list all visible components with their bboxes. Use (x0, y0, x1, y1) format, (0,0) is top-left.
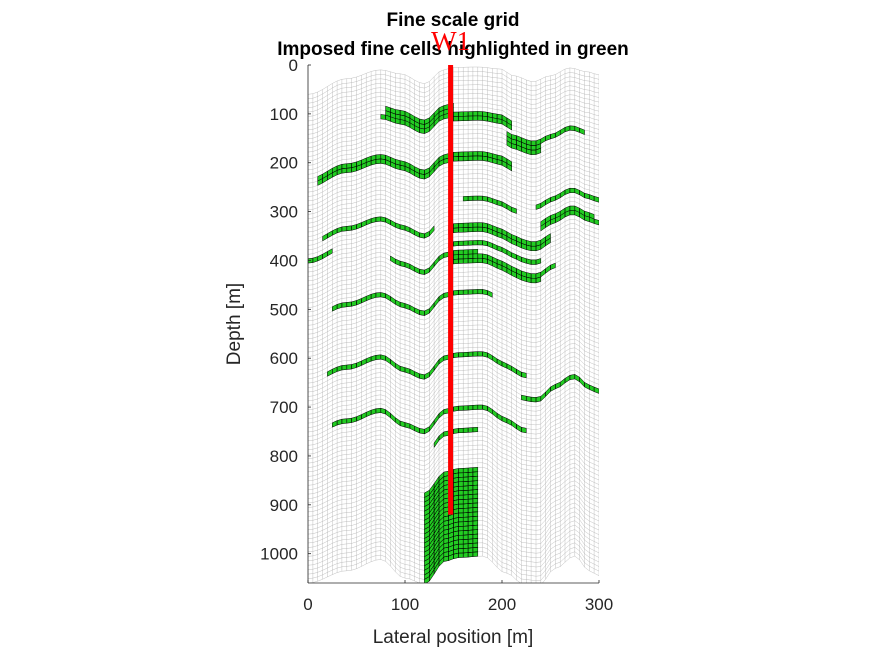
highlight-band (332, 289, 493, 317)
highlight-band (327, 351, 527, 380)
grid-column-lines (308, 67, 599, 583)
y-tick-label: 900 (270, 496, 298, 515)
y-tick-label: 500 (270, 300, 298, 319)
highlight-band (506, 131, 542, 156)
highlight-block (424, 467, 479, 583)
y-tick-label: 700 (270, 398, 298, 417)
y-tick-label: 300 (270, 203, 298, 222)
highlight-band (448, 222, 551, 252)
highlight-band (462, 195, 517, 214)
highlight-band (448, 253, 542, 284)
highlight-band (540, 125, 585, 145)
x-axis-label: Lateral position [m] (373, 627, 534, 648)
y-axis-label: Depth [m] (224, 283, 245, 365)
y-tick-label: 100 (270, 105, 298, 124)
highlight-band (322, 216, 435, 242)
highlight-band (448, 240, 542, 265)
highlight-band (521, 373, 599, 403)
highlight-band (308, 248, 333, 264)
axes: 0 100 200 300 0 100 200 300 400 500 600 700 800 900 10… (260, 56, 613, 614)
highlight-band (535, 187, 599, 210)
y-tick-label: 200 (270, 154, 298, 173)
chart-title: Fine scale grid (386, 10, 519, 31)
y-tick-label: 400 (270, 251, 298, 270)
highlight-band (448, 115, 512, 131)
highlight-band (535, 262, 556, 279)
y-tick-label: 800 (270, 447, 298, 466)
y-tick-label: 0 (289, 56, 298, 75)
y-tick-label: 1000 (260, 545, 298, 564)
highlight-band (317, 151, 512, 186)
well-label: W1 (431, 26, 470, 56)
x-tick-label: 200 (488, 595, 516, 614)
well: W1 (431, 26, 470, 515)
x-tick-label: 0 (303, 595, 312, 614)
highlight-band (540, 210, 599, 232)
highlight-band (433, 427, 479, 449)
y-tick-label: 600 (270, 349, 298, 368)
x-tick-label: 300 (585, 595, 613, 614)
x-tick-label: 100 (391, 595, 419, 614)
highlighted-cells (308, 102, 599, 583)
highlight-band (332, 404, 527, 435)
chart-subtitle: Imposed fine cells highlighted in green (277, 39, 629, 60)
